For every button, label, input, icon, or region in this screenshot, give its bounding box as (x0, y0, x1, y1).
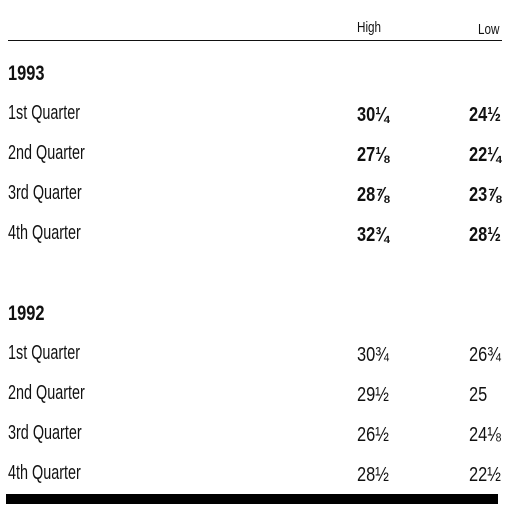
quarter-label: 3rd Quarter (8, 422, 82, 444)
low-value: 26¾ (469, 344, 501, 366)
year-heading-1992: 1992 (8, 302, 45, 325)
footer-rule (6, 494, 498, 504)
high-value: 26½ (357, 424, 389, 446)
header-rule (8, 40, 502, 41)
high-value: 28½ (357, 464, 389, 486)
quarter-label: 1st Quarter (8, 342, 81, 364)
column-header-low: Low (478, 21, 500, 38)
column-header-high: High (357, 19, 382, 36)
low-value: 23⅞ (469, 184, 501, 206)
high-value: 27⅛ (357, 144, 389, 166)
high-value: 32¾ (357, 224, 389, 246)
low-value: 24⅛ (469, 424, 501, 446)
quarter-label: 4th Quarter (8, 462, 81, 484)
quarter-label: 3rd Quarter (8, 182, 82, 204)
quarter-label: 4th Quarter (8, 222, 81, 244)
year-heading-1993: 1993 (8, 62, 45, 85)
quarter-label: 2nd Quarter (8, 142, 85, 164)
low-value: 28½ (469, 224, 501, 246)
quarter-label: 2nd Quarter (8, 382, 85, 404)
quarter-label: 1st Quarter (8, 102, 81, 124)
low-value: 24½ (469, 104, 501, 126)
high-value: 30¾ (357, 344, 389, 366)
high-value: 28⅞ (357, 184, 389, 206)
low-value: 22¼ (469, 144, 501, 166)
high-value: 29½ (357, 384, 389, 406)
low-value: 25 (469, 384, 488, 406)
high-value: 30¼ (357, 104, 389, 126)
low-value: 22½ (469, 464, 501, 486)
